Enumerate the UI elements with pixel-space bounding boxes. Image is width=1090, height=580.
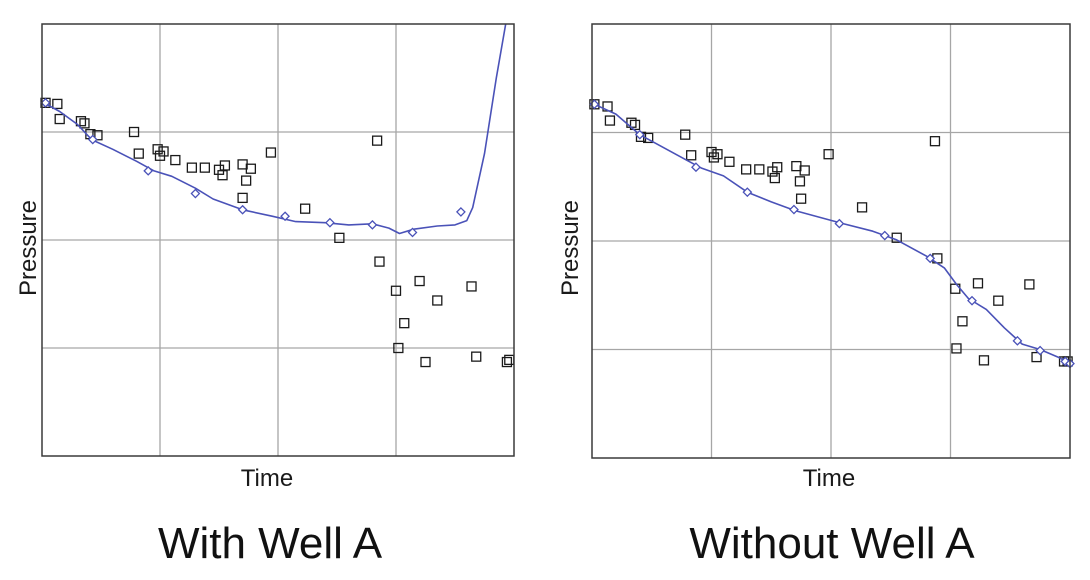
data-point-square: [240, 175, 252, 186]
data-point-square: [299, 203, 311, 214]
data-point-square: [466, 281, 477, 292]
data-point-square: [951, 343, 962, 354]
data-point-square: [741, 164, 752, 175]
data-point-square: [414, 275, 425, 287]
fitted-curve-line: [41, 23, 507, 235]
data-point-square: [957, 316, 968, 327]
curve-marker-diamond: [40, 97, 51, 108]
data-point-square: [1024, 279, 1035, 290]
data-point-square: [471, 351, 482, 362]
data-point-square: [972, 278, 984, 289]
data-point-square: [390, 285, 402, 296]
data-point-square: [712, 149, 723, 160]
y-axis-label: Pressure: [15, 200, 42, 296]
data-point-square: [52, 98, 63, 110]
data-point-square: [629, 119, 641, 131]
data-point-square: [501, 356, 513, 368]
curve-marker-diamond: [925, 253, 936, 264]
data-point-square: [795, 193, 807, 204]
data-point-square: [170, 154, 181, 166]
curve-marker-diamond: [407, 227, 418, 238]
data-point-square: [1031, 351, 1042, 363]
curve-marker-diamond: [967, 295, 977, 306]
data-point-square: [152, 144, 163, 155]
data-point-square: [128, 126, 140, 138]
data-point-square: [724, 156, 735, 167]
x-axis-label: Time: [241, 465, 293, 492]
curve-marker-diamond: [742, 187, 753, 198]
curve-marker-diamond: [237, 204, 248, 215]
curve-marker-diamond: [143, 165, 154, 176]
data-point-square: [420, 356, 431, 368]
chart-panel-without-well-a: Time Pressure Without Well A: [557, 23, 1075, 568]
data-point-square: [158, 146, 169, 157]
data-point-square: [371, 135, 383, 146]
plot-area: [589, 23, 1075, 459]
curve-marker-diamond: [87, 134, 98, 145]
data-point-square: [993, 295, 1004, 306]
plot-frame: [591, 23, 1071, 459]
plot-area: [40, 23, 515, 457]
data-point-square: [686, 150, 697, 161]
data-point-square: [186, 162, 198, 173]
data-point-square: [334, 232, 345, 243]
curve-marker-diamond: [325, 217, 335, 228]
data-point-square: [237, 192, 248, 204]
curve-marker-diamond: [834, 218, 845, 229]
data-point-square: [245, 163, 257, 174]
fitted-curve-line: [591, 102, 1071, 365]
data-point-square: [680, 129, 691, 140]
data-point-square: [799, 165, 810, 176]
data-point-square: [929, 136, 941, 147]
data-point-square: [856, 202, 868, 213]
curve-marker-diamond: [455, 207, 466, 217]
data-point-square: [79, 118, 90, 129]
data-point-square: [219, 160, 231, 171]
panel-caption: Without Well A: [689, 519, 975, 568]
data-point-square: [643, 132, 654, 144]
data-point-square: [399, 318, 410, 329]
data-point-square: [706, 146, 717, 158]
curve-marker-diamond: [789, 204, 799, 215]
data-point-square: [374, 256, 385, 267]
data-point-square: [772, 162, 783, 173]
data-point-square: [54, 113, 65, 125]
x-axis-label: Time: [803, 465, 855, 492]
data-point-square: [978, 355, 990, 366]
chart-panel-with-well-a: Time Pressure With Well A: [15, 23, 515, 568]
curve-marker-diamond: [367, 219, 378, 230]
plot-frame: [41, 23, 515, 457]
curve-marker-diamond: [190, 188, 201, 199]
panel-caption: With Well A: [158, 519, 383, 568]
data-point-square: [794, 176, 806, 187]
y-axis-label: Pressure: [557, 200, 584, 296]
data-point-square: [75, 116, 87, 127]
data-point-square: [604, 115, 616, 126]
data-point-square: [199, 162, 210, 173]
curve-marker-diamond: [1035, 345, 1046, 356]
data-point-square: [133, 148, 144, 159]
curve-marker-diamond: [1012, 335, 1023, 346]
curve-marker-diamond: [879, 230, 890, 241]
curve-marker-diamond: [691, 162, 701, 173]
curve-marker-diamond: [280, 211, 290, 222]
data-point-square: [432, 295, 443, 306]
data-point-square: [769, 172, 780, 184]
data-point-square: [823, 149, 834, 160]
curve-marker-diamond: [634, 129, 645, 140]
data-point-square: [265, 147, 277, 158]
data-point-square: [754, 164, 765, 175]
data-point-square: [217, 170, 228, 181]
data-point-square: [393, 342, 404, 354]
data-point-square: [708, 152, 720, 163]
